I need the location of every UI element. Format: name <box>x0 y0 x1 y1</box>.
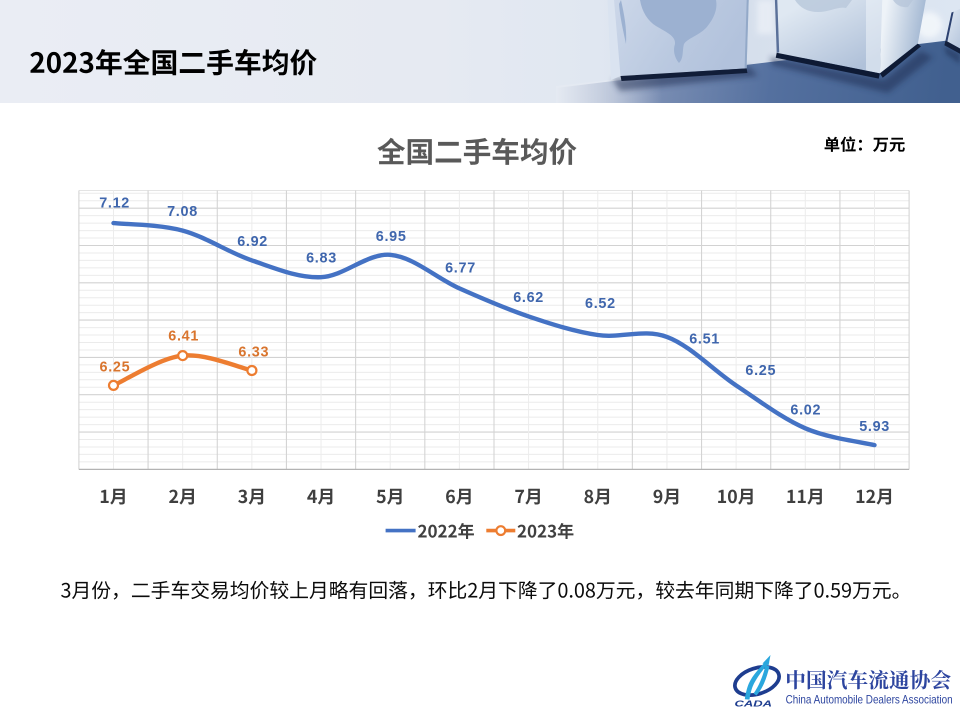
svg-text:6.83: 6.83 <box>306 250 337 266</box>
svg-text:7.08: 7.08 <box>167 204 198 220</box>
svg-text:6.92: 6.92 <box>237 234 268 250</box>
svg-text:6.52: 6.52 <box>585 296 616 312</box>
svg-text:6.51: 6.51 <box>689 331 720 347</box>
svg-text:6.95: 6.95 <box>376 229 407 245</box>
svg-text:6.02: 6.02 <box>790 402 821 418</box>
svg-text:6.25: 6.25 <box>99 360 130 376</box>
svg-text:CADA: CADA <box>735 698 773 708</box>
svg-text:6.33: 6.33 <box>238 345 269 361</box>
svg-text:6.41: 6.41 <box>168 329 199 345</box>
svg-text:5.93: 5.93 <box>859 419 890 435</box>
svg-text:7.12: 7.12 <box>99 196 130 212</box>
svg-text:6.62: 6.62 <box>513 290 544 306</box>
svg-text:6.77: 6.77 <box>445 260 476 276</box>
svg-text:6.25: 6.25 <box>745 363 776 379</box>
svg-text:China Automobile Dealers Assoc: China Automobile Dealers Association <box>786 692 953 706</box>
